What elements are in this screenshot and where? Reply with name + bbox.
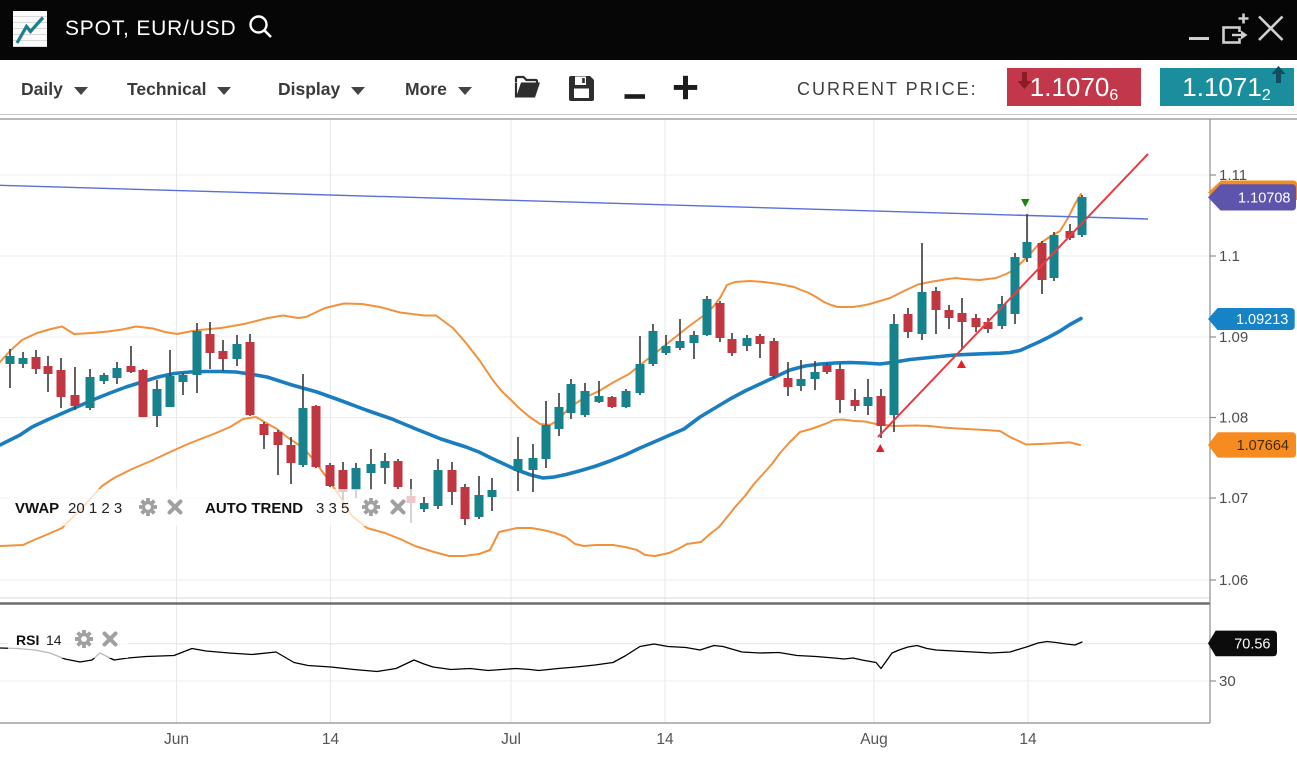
svg-text:RSI: RSI: [16, 632, 39, 648]
svg-text:14: 14: [1019, 731, 1037, 748]
svg-text:1.07664: 1.07664: [1237, 438, 1289, 454]
svg-text:Jul: Jul: [501, 731, 521, 748]
svg-text:VWAP: VWAP: [15, 500, 59, 517]
svg-text:1.1: 1.1: [1219, 248, 1240, 265]
svg-text:14: 14: [46, 632, 62, 648]
svg-text:1.11: 1.11: [1219, 167, 1247, 184]
svg-text:1.09: 1.09: [1219, 329, 1248, 346]
svg-text:3 3 5: 3 3 5: [316, 500, 349, 517]
svg-text:20 1 2 3: 20 1 2 3: [68, 500, 122, 517]
svg-text:1.09213: 1.09213: [1236, 312, 1288, 328]
svg-text:14: 14: [322, 731, 340, 748]
svg-text:1.06: 1.06: [1219, 572, 1248, 589]
svg-text:AUTO TREND: AUTO TREND: [205, 500, 303, 517]
svg-text:Jun: Jun: [164, 731, 189, 748]
svg-text:1.10708: 1.10708: [1238, 190, 1290, 206]
svg-text:1.07: 1.07: [1219, 490, 1248, 507]
svg-text:14: 14: [656, 731, 674, 748]
svg-text:30: 30: [1219, 673, 1236, 690]
svg-text:1.08: 1.08: [1219, 410, 1248, 427]
svg-text:70.56: 70.56: [1234, 636, 1270, 652]
svg-text:Aug: Aug: [860, 731, 888, 748]
